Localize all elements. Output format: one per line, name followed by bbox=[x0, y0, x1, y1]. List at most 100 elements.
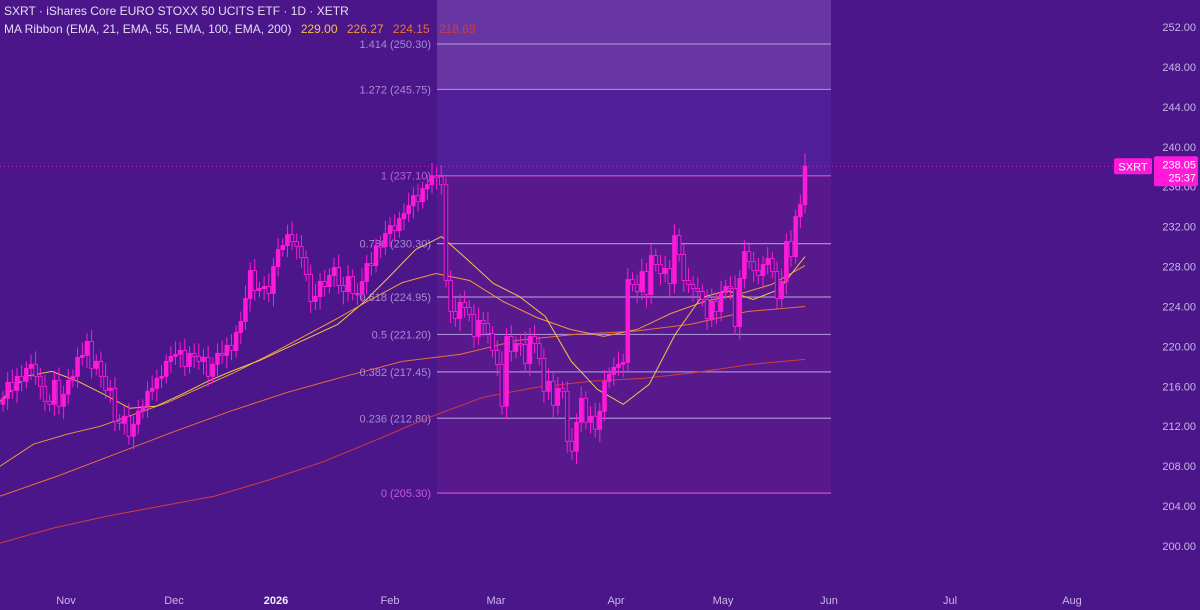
candle-body bbox=[126, 415, 132, 437]
candle bbox=[121, 406, 127, 435]
candle bbox=[126, 403, 132, 445]
candle bbox=[52, 370, 57, 416]
candle-body bbox=[10, 381, 15, 391]
candle bbox=[135, 399, 141, 435]
candle bbox=[420, 181, 425, 209]
candle-body bbox=[33, 363, 38, 377]
candle-body bbox=[634, 284, 640, 292]
fib-label-0_5: 0.5 (221.20) bbox=[372, 329, 431, 341]
ema-100-line bbox=[0, 306, 806, 497]
candle-body bbox=[275, 249, 281, 268]
candle-body bbox=[620, 361, 626, 365]
candle bbox=[415, 184, 421, 212]
candle-body bbox=[592, 415, 598, 430]
candle-body bbox=[527, 335, 533, 364]
candle-body bbox=[355, 293, 360, 296]
ribbon-label: MA Ribbon (EMA, 21, EMA, 55, EMA, 100, E… bbox=[4, 22, 292, 36]
candle bbox=[308, 264, 313, 313]
candle-body bbox=[70, 375, 76, 381]
candle bbox=[574, 413, 579, 465]
candle bbox=[112, 376, 118, 432]
candle bbox=[159, 364, 164, 389]
candle bbox=[289, 221, 295, 251]
candle bbox=[471, 304, 477, 348]
candle-body bbox=[392, 225, 397, 232]
price-tag-countdown: 25:37 bbox=[1168, 172, 1196, 184]
candle-body bbox=[271, 266, 276, 294]
candle bbox=[616, 351, 621, 376]
ma-ribbon bbox=[0, 236, 806, 544]
candle-body bbox=[387, 225, 393, 235]
candle bbox=[327, 268, 332, 294]
candle-body bbox=[774, 271, 780, 299]
candle bbox=[592, 403, 598, 438]
candle-body bbox=[648, 255, 654, 295]
candle-body bbox=[644, 271, 649, 295]
candle bbox=[56, 367, 62, 415]
candle bbox=[583, 391, 589, 430]
candle-body bbox=[140, 405, 146, 412]
candle-body bbox=[317, 281, 323, 297]
candle bbox=[634, 274, 640, 303]
candle-body bbox=[704, 299, 710, 319]
candle-body bbox=[485, 322, 491, 334]
candle-body bbox=[135, 410, 141, 425]
candle-body bbox=[415, 195, 421, 203]
fib-zones bbox=[437, 0, 831, 494]
candle bbox=[266, 273, 272, 302]
candle-body bbox=[597, 410, 603, 430]
candle bbox=[448, 270, 453, 323]
candle-body bbox=[397, 218, 402, 232]
candle bbox=[33, 351, 38, 385]
ema-200-line bbox=[0, 358, 806, 544]
candle-body bbox=[536, 342, 542, 359]
candle-body bbox=[322, 281, 327, 287]
candle bbox=[107, 379, 113, 404]
candle-body bbox=[625, 279, 631, 363]
candle-body bbox=[471, 314, 477, 337]
candle bbox=[704, 289, 710, 330]
candle-body bbox=[504, 335, 509, 407]
ribbon-value-ema100: 224.15 bbox=[392, 22, 430, 36]
fib-label-0: 0 (205.30) bbox=[381, 488, 431, 500]
candle-body bbox=[770, 258, 775, 272]
candle bbox=[261, 276, 267, 300]
candle bbox=[760, 256, 766, 289]
candle bbox=[625, 268, 631, 373]
candle-body bbox=[61, 393, 66, 407]
candle-body bbox=[149, 387, 155, 392]
candle bbox=[196, 343, 202, 370]
candle-body bbox=[522, 343, 528, 364]
candle-body bbox=[75, 356, 80, 377]
candle bbox=[546, 368, 551, 400]
candle bbox=[275, 238, 281, 277]
candle bbox=[14, 367, 20, 404]
candle-body bbox=[247, 270, 253, 299]
candle bbox=[495, 340, 500, 376]
candle-body bbox=[112, 387, 118, 422]
candle bbox=[201, 348, 206, 375]
candle bbox=[564, 381, 570, 453]
candle bbox=[70, 369, 76, 388]
candle bbox=[317, 273, 323, 310]
candle bbox=[350, 269, 355, 301]
candle bbox=[411, 187, 416, 219]
candle-body bbox=[448, 280, 453, 312]
candle bbox=[191, 343, 197, 368]
candle bbox=[224, 336, 230, 369]
candle-body bbox=[793, 216, 798, 258]
candle-body bbox=[718, 292, 724, 312]
candle-body bbox=[564, 390, 570, 442]
candle bbox=[205, 345, 211, 387]
candle-body bbox=[481, 320, 486, 324]
ribbon-value-ema55: 226.27 bbox=[346, 22, 384, 36]
candle bbox=[695, 277, 701, 302]
candle-body bbox=[121, 415, 127, 424]
candle bbox=[42, 374, 48, 412]
candle-body bbox=[756, 270, 761, 276]
candle bbox=[373, 238, 379, 273]
candle-body bbox=[723, 286, 728, 293]
candle bbox=[560, 381, 565, 399]
